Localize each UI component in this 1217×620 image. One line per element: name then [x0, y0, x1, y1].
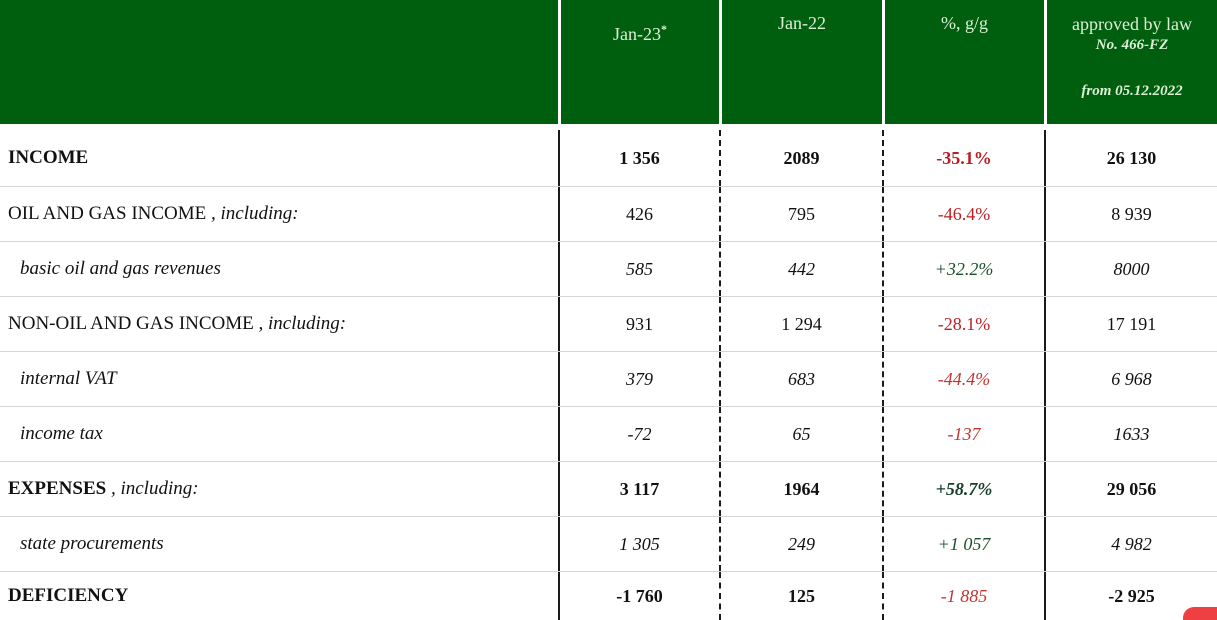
- header-cell-pct: %, g/g: [882, 0, 1044, 127]
- table-row: EXPENSES , including: 3 117 1964 +58.7% 29 0…: [0, 462, 1217, 517]
- row-label: EXPENSES , including:: [0, 462, 558, 516]
- cell-jan22: 683: [719, 352, 882, 406]
- header-cell-jan23: Jan-23*: [558, 0, 719, 127]
- cell-approved: 8 939: [1044, 187, 1217, 241]
- header-pct-label: %, g/g: [941, 13, 988, 33]
- cell-approved: 8000: [1044, 242, 1217, 296]
- row-label-text: DEFICIENCY: [8, 585, 129, 606]
- row-label-text: basic oil and gas revenues: [20, 258, 221, 279]
- row-label-text: income tax: [20, 423, 103, 444]
- cell-jan22: 795: [719, 187, 882, 241]
- header-approved-line3: from 05.12.2022: [1081, 83, 1183, 99]
- cell-jan23: 1 356: [558, 130, 719, 186]
- cell-approved: -2 925: [1044, 572, 1217, 620]
- row-label: internal VAT: [0, 352, 558, 406]
- cell-jan23: 3 117: [558, 462, 719, 516]
- table-row: income tax -72 65 -137 1633: [0, 407, 1217, 462]
- row-label-text: state procurements: [20, 533, 164, 554]
- cell-pct: +1 057: [882, 517, 1044, 571]
- header-cell-jan22: Jan-22: [719, 0, 882, 127]
- cell-jan23: 426: [558, 187, 719, 241]
- cell-approved: 4 982: [1044, 517, 1217, 571]
- cell-approved: 17 191: [1044, 297, 1217, 351]
- row-label: DEFICIENCY: [0, 572, 558, 620]
- row-label-text: EXPENSES: [8, 478, 107, 499]
- table-row: internal VAT 379 683 -44.4% 6 968: [0, 352, 1217, 407]
- table-body: INCOME 1 356 2089 -35.1% 26 130 OIL AND GAS I…: [0, 130, 1217, 620]
- row-label-text: INCOME: [8, 147, 89, 168]
- cell-jan22: 442: [719, 242, 882, 296]
- cell-pct: -1 885: [882, 572, 1044, 620]
- cell-jan22: 125: [719, 572, 882, 620]
- table-row: state procurements 1 305 249 +1 057 4 982: [0, 517, 1217, 572]
- cell-pct: -35.1%: [882, 130, 1044, 186]
- cell-pct: -137: [882, 407, 1044, 461]
- cell-jan22: 1 294: [719, 297, 882, 351]
- cell-jan22: 1964: [719, 462, 882, 516]
- row-label: OIL AND GAS INCOME , including:: [0, 187, 558, 241]
- red-badge: [1183, 607, 1217, 620]
- cell-pct: -44.4%: [882, 352, 1044, 406]
- row-label-suffix: , including:: [206, 203, 299, 224]
- header-cell-approved: approved by law No. 466-FZ from 05.12.20…: [1044, 0, 1217, 127]
- cell-pct: -28.1%: [882, 297, 1044, 351]
- cell-jan23: -72: [558, 407, 719, 461]
- table-row: NON-OIL AND GAS INCOME , including: 931 1 …: [0, 297, 1217, 352]
- cell-jan23: 585: [558, 242, 719, 296]
- table-header-row: Jan-23* Jan-22 %, g/g approved by law No…: [0, 0, 1217, 130]
- header-jan22-label: Jan-22: [778, 13, 826, 33]
- cell-jan23: 931: [558, 297, 719, 351]
- cell-approved: 26 130: [1044, 130, 1217, 186]
- footnote-asterisk: *: [661, 22, 667, 36]
- header-cell-empty: [0, 0, 558, 127]
- cell-approved: 6 968: [1044, 352, 1217, 406]
- cell-approved: 29 056: [1044, 462, 1217, 516]
- cell-approved: 1633: [1044, 407, 1217, 461]
- cell-pct: +58.7%: [882, 462, 1044, 516]
- cell-jan23: 1 305: [558, 517, 719, 571]
- table-row: OIL AND GAS INCOME , including: 426 795 -46…: [0, 187, 1217, 242]
- row-label-text: internal VAT: [20, 368, 117, 389]
- row-label: state procurements: [0, 517, 558, 571]
- row-label-suffix: , including:: [106, 478, 199, 499]
- cell-jan22: 2089: [719, 130, 882, 186]
- row-label: NON-OIL AND GAS INCOME , including:: [0, 297, 558, 351]
- header-approved-line1: approved by law: [1072, 14, 1192, 34]
- row-label-suffix: , including:: [253, 313, 347, 334]
- cell-jan22: 249: [719, 517, 882, 571]
- header-jan23-label: Jan-23: [613, 24, 661, 44]
- cell-pct: +32.2%: [882, 242, 1044, 296]
- cell-jan23: 379: [558, 352, 719, 406]
- cell-pct: -46.4%: [882, 187, 1044, 241]
- table-row: DEFICIENCY -1 760 125 -1 885 -2 925: [0, 572, 1217, 620]
- row-label: INCOME: [0, 130, 558, 186]
- row-label: basic oil and gas revenues: [0, 242, 558, 296]
- cell-jan23: -1 760: [558, 572, 719, 620]
- header-approved-line2: No. 466-FZ: [1095, 37, 1169, 53]
- row-label-text: OIL AND GAS INCOME: [8, 203, 207, 224]
- row-label: income tax: [0, 407, 558, 461]
- table-row: basic oil and gas revenues 585 442 +32.2% 80…: [0, 242, 1217, 297]
- table-row: INCOME 1 356 2089 -35.1% 26 130: [0, 130, 1217, 187]
- cell-jan22: 65: [719, 407, 882, 461]
- row-label-text: NON-OIL AND GAS INCOME: [8, 313, 254, 334]
